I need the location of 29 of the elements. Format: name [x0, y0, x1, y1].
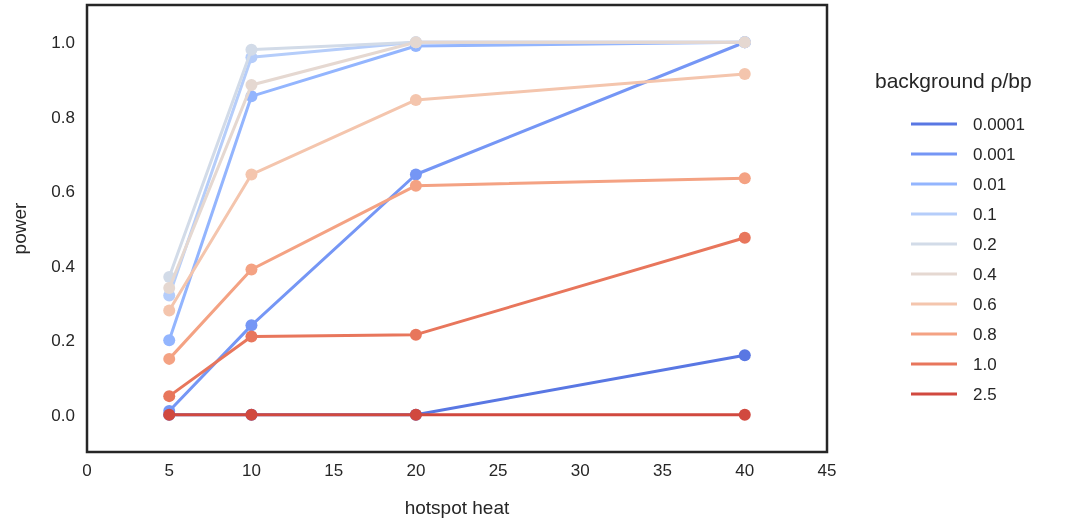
x-axis-title: hotspot heat: [404, 497, 511, 518]
x-tick-label: 25: [488, 461, 508, 480]
x-tick-label: 35: [653, 461, 673, 480]
legend-label: 0.0001: [973, 114, 1025, 134]
y-tick-label: 0.0: [51, 405, 75, 425]
legend-label: 0.8: [973, 324, 997, 344]
y-tick-label: 0.2: [51, 331, 75, 351]
legend-label: 0.001: [973, 144, 1016, 164]
x-tick-label: 15: [324, 461, 344, 480]
y-tick-label: 0.6: [51, 182, 75, 202]
legend-label: 0.2: [973, 234, 997, 254]
legend-label: 1.0: [973, 354, 997, 374]
x-tick-label: 20: [406, 461, 426, 480]
x-tick-label: 30: [570, 461, 590, 480]
legend-title: background ρ/bp: [875, 69, 1032, 92]
y-axis-title: power: [9, 201, 30, 255]
y-tick-label: 0.4: [51, 256, 75, 276]
legend-label: 2.5: [973, 384, 997, 404]
x-tick-label: 0: [82, 461, 92, 480]
x-tick-label: 5: [164, 461, 174, 480]
legend-label: 0.6: [973, 294, 997, 314]
x-tick-label: 45: [817, 461, 837, 480]
y-tick-label: 1.0: [51, 33, 75, 53]
y-tick-label: 0.8: [51, 107, 75, 127]
legend-label: 0.4: [973, 264, 997, 284]
legend-label: 0.1: [973, 204, 997, 224]
x-tick-label: 10: [241, 461, 261, 480]
x-tick-label: 40: [735, 461, 755, 480]
legend-label: 0.01: [973, 174, 1007, 194]
